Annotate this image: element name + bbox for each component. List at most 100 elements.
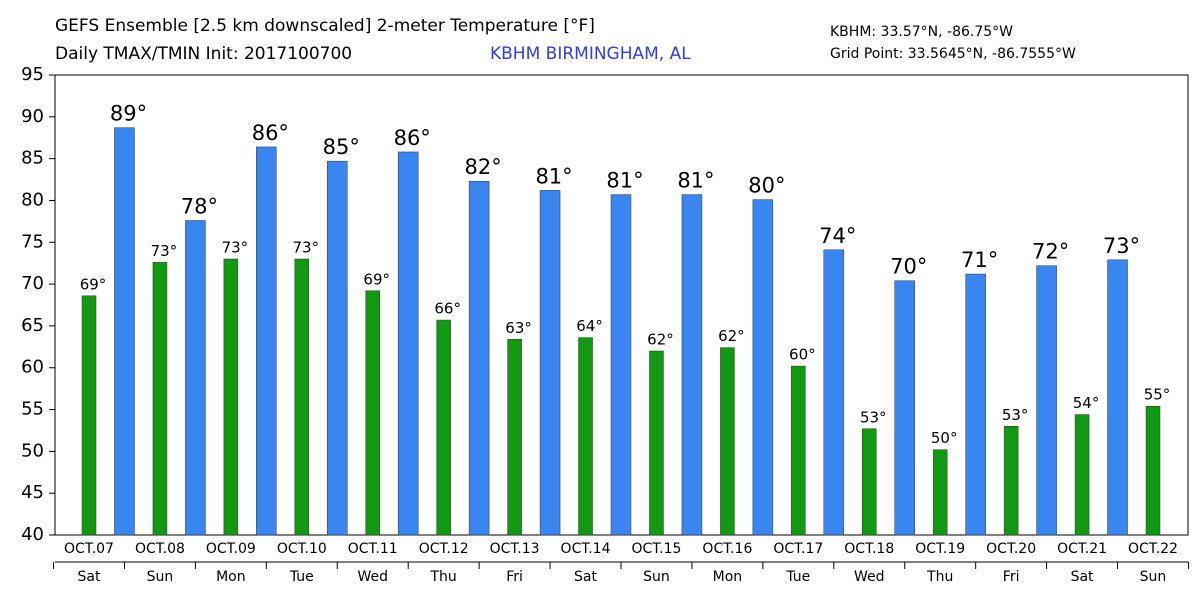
bar — [327, 160, 348, 536]
weekday-label: Sat — [78, 569, 101, 585]
location: KBHM BIRMINGHAM, AL — [490, 44, 691, 64]
weekday-label: Thu — [926, 569, 953, 585]
value-label: 89° — [110, 102, 147, 126]
bar — [539, 190, 561, 536]
bar — [223, 258, 239, 536]
value-label: 60° — [789, 346, 816, 364]
value-label: 63° — [505, 319, 532, 337]
value-label: 62° — [647, 331, 674, 349]
x-tick-label: OCT.12 — [419, 541, 469, 557]
value-label: 73° — [222, 239, 249, 257]
value-label: 50° — [931, 429, 958, 447]
value-label: 78° — [181, 195, 218, 219]
x-tick-label: OCT.07 — [64, 541, 114, 557]
x-tick-label: OCT.19 — [915, 541, 965, 557]
value-label: 71° — [961, 248, 998, 272]
bar — [1036, 265, 1057, 536]
weekday-label: Sun — [147, 569, 174, 585]
bar — [152, 262, 168, 536]
bar — [1145, 405, 1161, 536]
x-tick-label: OCT.10 — [277, 541, 327, 557]
bar — [256, 146, 277, 536]
bar — [965, 273, 986, 536]
y-tick-label: 45 — [21, 482, 44, 503]
x-tick-label: OCT.09 — [206, 541, 256, 557]
y-tick-label: 70 — [21, 273, 44, 294]
bar — [823, 249, 845, 536]
bar — [932, 449, 948, 536]
bar — [862, 428, 877, 536]
x-tick-label: OCT.08 — [135, 541, 185, 557]
value-label: 66° — [434, 300, 461, 318]
value-label: 82° — [465, 155, 502, 179]
value-label: 81° — [535, 164, 572, 188]
bar — [894, 280, 915, 536]
bar — [752, 199, 774, 536]
value-label: 80° — [748, 174, 785, 198]
value-label: 55° — [1144, 386, 1171, 404]
bar — [791, 365, 806, 536]
value-label: 54° — [1073, 394, 1100, 412]
x-tick-label: OCT.22 — [1128, 541, 1178, 557]
value-label: 69° — [80, 275, 107, 293]
chart-title: GEFS Ensemble [2.5 km downscaled] 2-mete… — [55, 16, 595, 36]
bar — [114, 127, 135, 536]
value-label: 73° — [151, 242, 178, 260]
value-label: 74° — [819, 224, 856, 248]
y-tick-label: 65 — [21, 315, 44, 336]
weekday-label: Fri — [506, 569, 523, 585]
x-tick-label: OCT.14 — [561, 541, 611, 557]
weekday-label: Tue — [289, 569, 314, 585]
x-tick-label: OCT.21 — [1057, 541, 1107, 557]
weekday-label: Mon — [216, 569, 246, 585]
x-tick-label: OCT.17 — [773, 541, 823, 557]
value-label: 62° — [718, 327, 745, 345]
x-tick-label: OCT.11 — [348, 541, 398, 557]
weekday-label: Wed — [357, 569, 388, 585]
y-tick-label: 60 — [21, 357, 44, 378]
y-tick-label: 55 — [21, 399, 44, 420]
grid-point: Grid Point: 33.5645°N, -86.7555°W — [830, 46, 1076, 62]
bar — [507, 339, 522, 536]
y-tick-label: 95 — [21, 64, 44, 85]
value-label: 72° — [1032, 240, 1069, 264]
bar — [720, 347, 735, 536]
value-label: 85° — [323, 135, 360, 159]
weekday-label: Tue — [785, 569, 810, 585]
weekday-label: Sun — [1140, 569, 1167, 585]
weekday-label: Thu — [430, 569, 457, 585]
value-label: 73° — [293, 239, 320, 257]
value-label: 70° — [890, 255, 927, 279]
bar — [578, 337, 593, 536]
weekday-label: Sun — [643, 569, 670, 585]
weekday-label: Wed — [854, 569, 885, 585]
y-tick-label: 50 — [21, 440, 44, 461]
bar — [294, 258, 310, 536]
bar — [185, 220, 206, 536]
weekday-label: Sat — [574, 569, 597, 585]
bar — [365, 290, 380, 536]
chart-subtitle: Daily TMAX/TMIN Init: 2017100700 — [55, 44, 352, 64]
value-label: 73° — [1103, 234, 1140, 258]
bar — [1107, 259, 1128, 536]
value-label: 86° — [394, 126, 431, 150]
bar — [1074, 414, 1090, 536]
y-tick-label: 40 — [21, 524, 44, 545]
value-label: 53° — [860, 408, 887, 426]
bar — [436, 319, 451, 536]
y-tick-label: 80 — [21, 189, 44, 210]
bar — [610, 194, 632, 536]
x-tick-label: OCT.15 — [631, 541, 681, 557]
value-label: 53° — [1002, 406, 1029, 424]
value-label: 81° — [677, 169, 714, 193]
value-label: 86° — [252, 121, 289, 145]
value-label: 81° — [606, 169, 643, 193]
bar — [681, 194, 703, 536]
value-label: 69° — [363, 270, 390, 288]
weekday-label: Fri — [1003, 569, 1020, 585]
station-coords: KBHM: 33.57°N, -86.75°W — [830, 24, 1013, 40]
weekday-label: Sat — [1071, 569, 1094, 585]
value-label: 64° — [576, 317, 603, 335]
weekday-label: Mon — [713, 569, 743, 585]
bar — [397, 151, 419, 536]
